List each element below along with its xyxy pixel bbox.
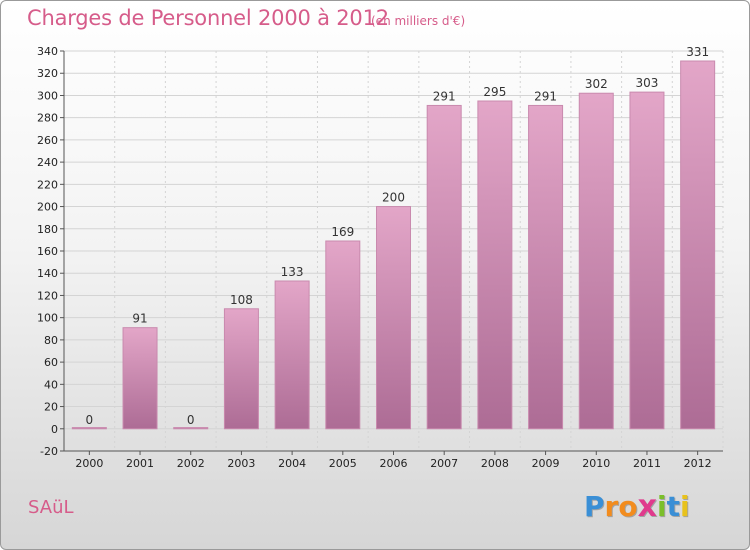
logo-letter: o (618, 490, 638, 523)
logo-letter: t (666, 490, 680, 523)
bar (426, 104, 462, 430)
bar (477, 100, 513, 430)
y-tick-label: -20 (40, 445, 58, 458)
bars (71, 60, 716, 430)
x-tick-label: 2010 (582, 457, 610, 470)
x-tick-label: 2000 (75, 457, 103, 470)
y-tick-label: 260 (37, 134, 58, 147)
x-tick-label: 2005 (329, 457, 357, 470)
y-tick-label: 200 (37, 201, 58, 214)
data-label: 331 (686, 45, 709, 59)
logo-letter: x (637, 489, 657, 524)
axes: -20 0 20 40 60 80 100 120 140 160 180 200 220 240 260 2… (37, 45, 723, 470)
logo-letter: i (656, 490, 667, 523)
data-label: 295 (483, 85, 506, 99)
data-labels: 0 91 0 108 133 169 200 291 295 291 302 303 331 (86, 45, 710, 427)
y-tick-label: 320 (37, 67, 58, 80)
y-tick-label: 240 (37, 156, 58, 169)
data-label: 291 (534, 89, 557, 103)
logo-letter: P (584, 490, 605, 523)
bar (376, 206, 411, 430)
data-label: 108 (230, 293, 253, 307)
data-label: 291 (433, 89, 456, 103)
y-tick-label: 0 (51, 423, 58, 436)
bar (578, 92, 614, 430)
y-tick-label: 140 (37, 267, 58, 280)
data-label: 302 (585, 77, 608, 91)
y-tick-label: 340 (37, 45, 58, 58)
bar (325, 240, 361, 430)
bar (71, 427, 107, 430)
data-label: 133 (281, 265, 304, 279)
bar (629, 91, 665, 430)
x-tick-label: 2006 (380, 457, 408, 470)
x-tick-label: 2003 (227, 457, 255, 470)
data-label: 0 (86, 413, 94, 427)
x-tick-label: 2001 (126, 457, 154, 470)
y-tick-label: 100 (37, 312, 58, 325)
data-label: 303 (636, 76, 659, 90)
data-label: 200 (382, 191, 405, 205)
bar (528, 104, 564, 430)
data-label: 91 (132, 312, 147, 326)
bar (680, 60, 716, 430)
bar (274, 280, 310, 430)
chart-subtitle: (en milliers d'€) (371, 14, 466, 28)
chart-title: Charges de Personnel 2000 à 2012 (27, 6, 389, 30)
y-tick-label: 300 (37, 89, 58, 102)
y-tick-label: 160 (37, 245, 58, 258)
y-tick-label: 280 (37, 112, 58, 125)
y-tick-label: 20 (44, 401, 58, 414)
y-tick-label: 220 (37, 178, 58, 191)
y-tick-label: 80 (44, 334, 58, 347)
x-tick-label: 2008 (481, 457, 509, 470)
bar (173, 427, 209, 430)
logo-letter: i (679, 490, 690, 523)
y-tick-label: 60 (44, 356, 58, 369)
y-tick-label: 120 (37, 289, 58, 302)
data-label: 0 (187, 413, 195, 427)
y-tick-label: 40 (44, 378, 58, 391)
logo-letter: r (604, 490, 619, 523)
data-label: 169 (331, 225, 354, 239)
x-tick-label: 2009 (532, 457, 560, 470)
x-tick-label: 2004 (278, 457, 306, 470)
x-tick-label: 2011 (633, 457, 661, 470)
y-tick-label: 180 (37, 223, 58, 236)
x-tick-label: 2012 (684, 457, 712, 470)
commune-name: SAüL (28, 497, 74, 518)
x-tick-label: 2002 (177, 457, 205, 470)
x-tick-label: 2007 (430, 457, 458, 470)
bar (223, 308, 259, 430)
bar (122, 327, 158, 430)
